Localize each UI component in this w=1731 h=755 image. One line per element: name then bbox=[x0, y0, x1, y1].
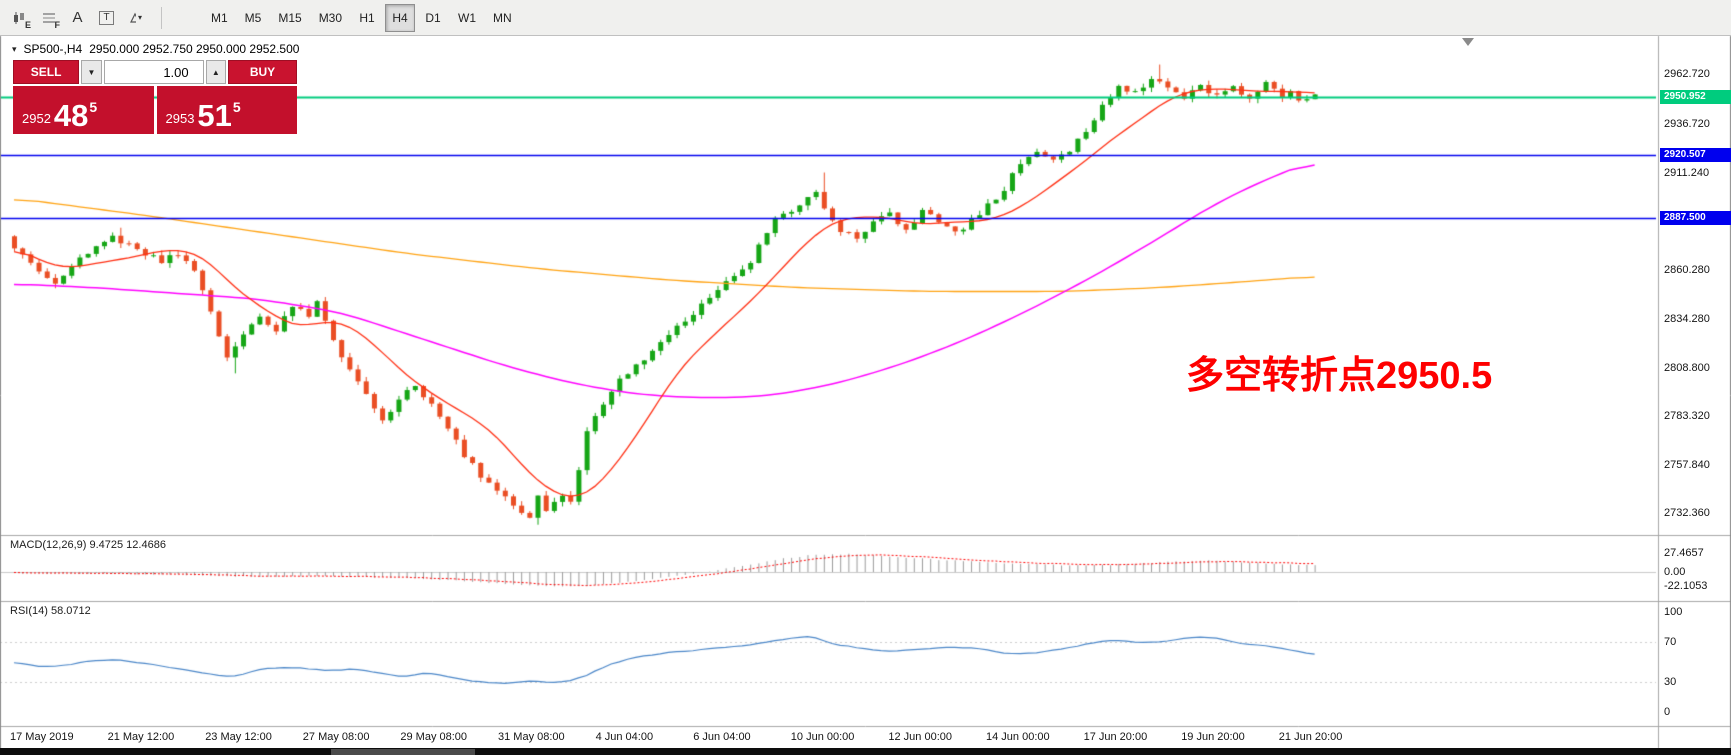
timeframe-mn-button[interactable]: MN bbox=[486, 4, 519, 32]
tool-f-icon[interactable]: F bbox=[35, 5, 62, 31]
price-axis-label: 2834.280 bbox=[1664, 313, 1710, 326]
volume-input[interactable] bbox=[103, 60, 204, 84]
icon-letter: F bbox=[54, 19, 61, 30]
sell-price-main: 2952 bbox=[22, 111, 51, 126]
price-axis-label: 2860.280 bbox=[1664, 263, 1710, 276]
toolbar-separator bbox=[161, 6, 162, 29]
buy-price-main: 2953 bbox=[165, 111, 195, 126]
macd-indicator-values: 9.4725 12.4686 bbox=[89, 539, 166, 551]
rsi-indicator-value: 58.0712 bbox=[50, 605, 91, 617]
time-axis-label: 4 Jun 04:00 bbox=[595, 731, 654, 743]
time-axis-label: 29 May 08:00 bbox=[400, 731, 468, 743]
timeframe-m1-button[interactable]: M1 bbox=[204, 4, 235, 32]
timeframe-group: M1 M5 M15 M30 H1 H4 D1 W1 MN bbox=[204, 3, 522, 32]
price-axis-label: 2911.240 bbox=[1664, 166, 1710, 179]
macd-indicator-header: MACD(12,26,9) 9.4725 12.4686 bbox=[10, 539, 166, 551]
buy-price-pips: 51 bbox=[197, 98, 232, 133]
sell-price-point: 5 bbox=[89, 99, 98, 115]
price-level-tag: 2920.507 bbox=[1660, 148, 1731, 163]
time-axis-label: 12 Jun 00:00 bbox=[888, 731, 953, 743]
background-window-fragment bbox=[331, 749, 475, 755]
caret-up-icon: ▲ bbox=[211, 67, 220, 77]
time-axis-label: 27 May 08:00 bbox=[302, 731, 370, 743]
one-click-trading-panel: SELL ▼ ▲ BUY 2952 48 5 2953 51 5 bbox=[13, 60, 297, 134]
lines-glyph-icon bbox=[43, 13, 55, 22]
timeframe-d1-button[interactable]: D1 bbox=[418, 4, 448, 32]
textbox-tool-glyph: T bbox=[99, 10, 114, 25]
time-axis-label: 17 Jun 20:00 bbox=[1083, 731, 1148, 743]
bottom-window-edge bbox=[0, 748, 1731, 755]
macd-scale-label: 0.00 bbox=[1664, 565, 1686, 578]
text-label-tool-icon[interactable]: A bbox=[64, 5, 91, 31]
price-axis-label: 2732.360 bbox=[1664, 507, 1710, 520]
price-level-tag: 2950.952 bbox=[1660, 90, 1731, 105]
price-axis[interactable]: 2962.720 2936.720 2911.240 2860.280 2834.280… bbox=[1660, 0, 1731, 748]
volume-down-button[interactable]: ▼ bbox=[81, 60, 102, 84]
time-axis-label: 21 May 12:00 bbox=[107, 731, 175, 743]
symbol-timeframe-label: SP500-,H4 bbox=[23, 42, 83, 56]
sell-price-pips: 48 bbox=[53, 98, 89, 133]
icon-letter: E bbox=[24, 19, 31, 30]
text-box-tool-icon[interactable]: T bbox=[93, 5, 120, 31]
caret-down-icon: ▼ bbox=[87, 67, 96, 77]
drawing-tools-dropdown-icon[interactable]: ▾ bbox=[122, 5, 149, 31]
time-axis[interactable]: 17 May 2019 21 May 12:00 23 May 12:00 27 Ma… bbox=[0, 727, 1656, 748]
rsi-scale-label: 30 bbox=[1664, 675, 1677, 688]
time-axis-label: 19 Jun 20:00 bbox=[1181, 731, 1245, 743]
sell-button[interactable]: SELL bbox=[13, 60, 80, 84]
timeframe-h4-button[interactable]: H4 bbox=[385, 3, 416, 32]
time-axis-label: 21 Jun 20:00 bbox=[1278, 731, 1343, 743]
rsi-scale-label: 0 bbox=[1664, 705, 1671, 718]
timeframe-m15-button[interactable]: M15 bbox=[271, 4, 308, 32]
symbol-context-icon[interactable]: ▾ bbox=[12, 43, 17, 54]
chart-shift-marker-icon[interactable] bbox=[1462, 38, 1474, 46]
chart-header: ▾ SP500-,H4 2950.000 2952.750 2950.000 2… bbox=[12, 42, 299, 56]
macd-scale-label: -22.1053 bbox=[1664, 580, 1708, 593]
chart-annotation-text: 多空转折点2950.5 bbox=[1186, 355, 1493, 397]
time-axis-label: 17 May 2019 bbox=[10, 731, 74, 743]
price-axis-label: 2783.320 bbox=[1664, 410, 1710, 423]
timeframe-w1-button[interactable]: W1 bbox=[451, 4, 483, 32]
time-axis-label: 23 May 12:00 bbox=[205, 731, 272, 743]
ohlc-values-label: 2950.000 2952.750 2950.000 2952.500 bbox=[89, 42, 300, 56]
caret-down-icon: ▾ bbox=[137, 13, 142, 22]
time-axis-label: 31 May 08:00 bbox=[498, 731, 565, 743]
shape-glyph-icon bbox=[130, 12, 136, 23]
rsi-indicator-header: RSI(14) 58.0712 bbox=[10, 605, 91, 617]
candles-glyph-icon bbox=[14, 11, 24, 24]
price-axis-label: 2757.840 bbox=[1664, 458, 1710, 471]
price-level-tag: 2887.500 bbox=[1660, 211, 1731, 226]
trade-controls-row: SELL ▼ ▲ BUY bbox=[13, 60, 297, 84]
price-axis-label: 2936.720 bbox=[1664, 117, 1710, 130]
buy-price-panel[interactable]: 2953 51 5 bbox=[156, 86, 297, 134]
price-axis-label: 2962.720 bbox=[1664, 68, 1710, 81]
rsi-indicator-label: RSI(14) bbox=[10, 605, 48, 617]
time-axis-label: 14 Jun 00:00 bbox=[986, 731, 1050, 743]
price-axis-label: 2808.800 bbox=[1664, 361, 1710, 374]
buy-price-point: 5 bbox=[232, 99, 241, 115]
timeframe-m5-button[interactable]: M5 bbox=[238, 4, 269, 32]
macd-scale-label: 27.4657 bbox=[1664, 547, 1704, 560]
rsi-scale-label: 100 bbox=[1664, 605, 1683, 618]
sell-price-panel[interactable]: 2952 48 5 bbox=[13, 86, 154, 134]
text-tool-glyph: A bbox=[72, 9, 83, 26]
rsi-scale-label: 70 bbox=[1664, 635, 1677, 648]
timeframe-m30-button[interactable]: M30 bbox=[312, 4, 349, 32]
time-axis-label: 10 Jun 00:00 bbox=[790, 731, 855, 743]
time-axis-label: 6 Jun 04:00 bbox=[693, 731, 751, 743]
macd-indicator-label: MACD(12,26,9) bbox=[10, 539, 87, 551]
chart-ea-icon[interactable]: E bbox=[6, 5, 33, 31]
trade-prices-row: 2952 48 5 2953 51 5 bbox=[13, 86, 297, 134]
top-toolbar: E F A T ▾ M1 M5 M15 M30 H1 bbox=[0, 0, 1731, 36]
buy-button[interactable]: BUY bbox=[227, 60, 297, 84]
volume-up-button[interactable]: ▲ bbox=[205, 60, 226, 84]
timeframe-h1-button[interactable]: H1 bbox=[352, 4, 382, 32]
